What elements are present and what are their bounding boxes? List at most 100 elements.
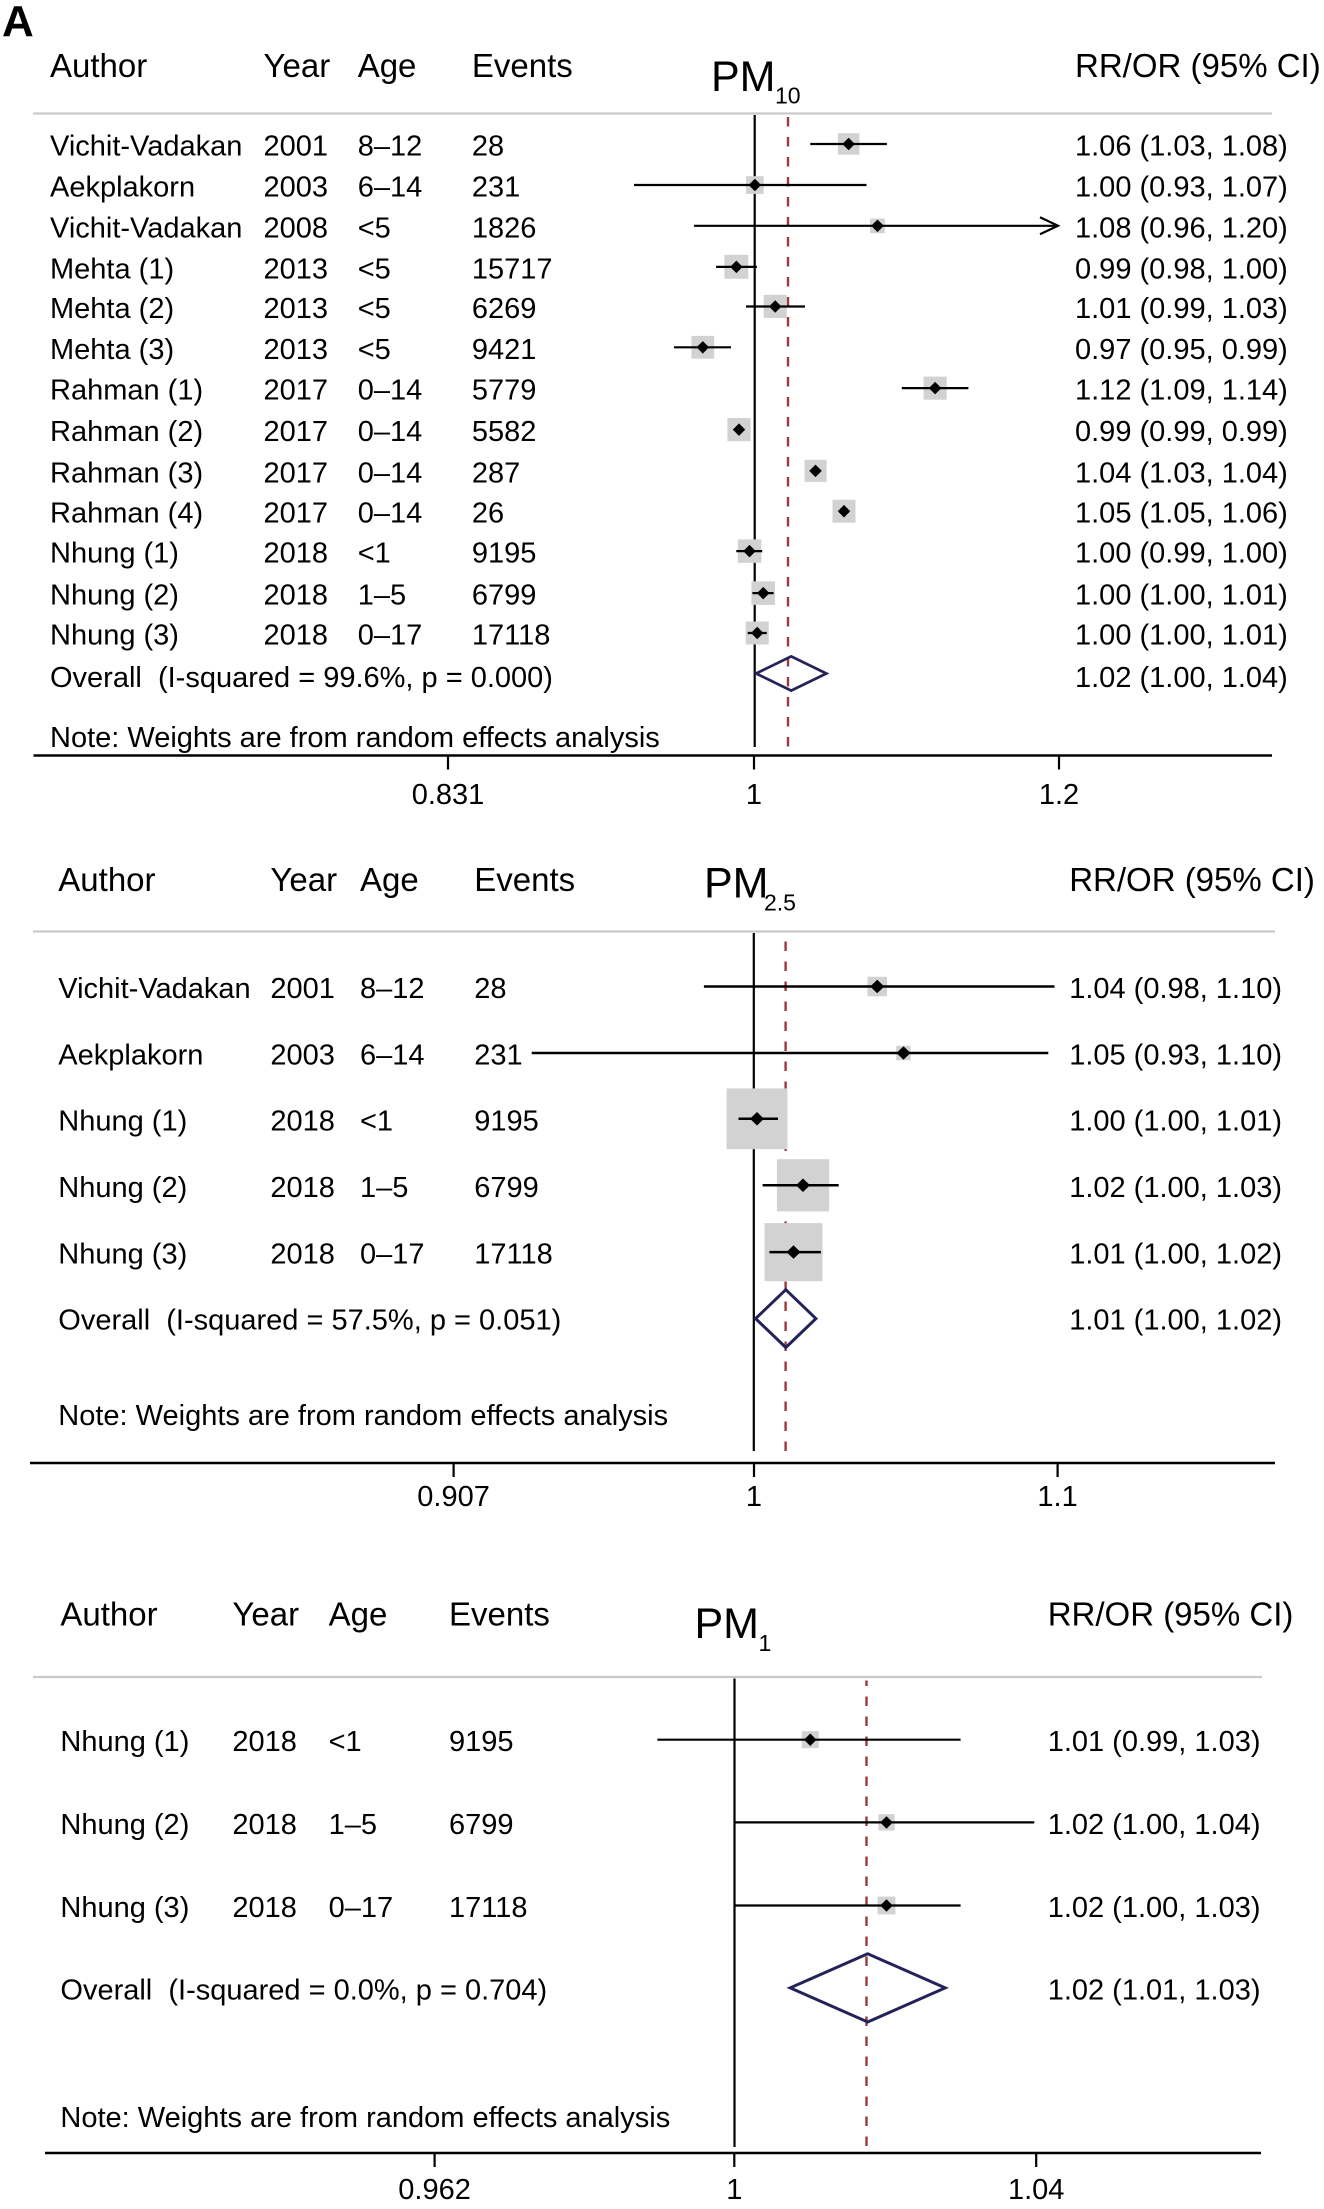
svg-text:<1: <1 xyxy=(360,1105,393,1137)
svg-text:8–12: 8–12 xyxy=(360,973,425,1005)
svg-text:Mehta (1): Mehta (1) xyxy=(50,253,174,285)
svg-text:<5: <5 xyxy=(358,212,391,244)
svg-text:1.05 (0.93, 1.10): 1.05 (0.93, 1.10) xyxy=(1069,1040,1282,1072)
svg-text:0.99 (0.99, 0.99): 0.99 (0.99, 0.99) xyxy=(1075,416,1288,448)
svg-text:Note: Weights are from random: Note: Weights are from random effects an… xyxy=(50,722,660,754)
svg-text:8–12: 8–12 xyxy=(358,131,423,163)
svg-text:9195: 9195 xyxy=(472,538,537,570)
svg-text:<1: <1 xyxy=(329,1726,362,1758)
svg-text:1–5: 1–5 xyxy=(329,1809,377,1841)
svg-text:Age: Age xyxy=(329,1596,388,1633)
svg-text:2003: 2003 xyxy=(270,1040,335,1072)
svg-text:1–5: 1–5 xyxy=(358,580,406,612)
svg-text:2017: 2017 xyxy=(264,498,329,530)
svg-text:0.97 (0.95, 0.99): 0.97 (0.95, 0.99) xyxy=(1075,334,1288,366)
svg-text:1.05 (1.05, 1.06): 1.05 (1.05, 1.06) xyxy=(1075,498,1288,530)
svg-text:231: 231 xyxy=(472,172,520,204)
svg-text:RR/OR (95% CI): RR/OR (95% CI) xyxy=(1075,47,1321,84)
svg-text:1.2: 1.2 xyxy=(1039,779,1079,811)
svg-text:0–17: 0–17 xyxy=(360,1239,425,1271)
svg-text:A: A xyxy=(2,0,34,46)
svg-text:287: 287 xyxy=(472,457,520,489)
svg-text:6799: 6799 xyxy=(474,1172,539,1204)
svg-text:Overall (I-squared = 0.0%, p: Overall (I-squared = 0.0%, p = 0.704) xyxy=(60,1975,547,2007)
svg-text:1–5: 1–5 xyxy=(360,1172,408,1204)
svg-text:Events: Events xyxy=(474,861,575,898)
svg-text:0–17: 0–17 xyxy=(358,620,423,652)
svg-text:0.99 (0.98, 1.00): 0.99 (0.98, 1.00) xyxy=(1075,253,1288,285)
svg-text:2018: 2018 xyxy=(232,1892,297,1924)
svg-text:Age: Age xyxy=(360,861,419,898)
svg-text:1.12 (1.09, 1.14): 1.12 (1.09, 1.14) xyxy=(1075,375,1288,407)
svg-text:Aekplakorn: Aekplakorn xyxy=(50,172,195,204)
svg-text:1.00 (0.99, 1.00): 1.00 (0.99, 1.00) xyxy=(1075,538,1288,570)
svg-text:17118: 17118 xyxy=(474,1239,553,1271)
svg-text:Nhung (2): Nhung (2) xyxy=(60,1809,189,1841)
svg-text:1.01 (0.99, 1.03): 1.01 (0.99, 1.03) xyxy=(1048,1726,1261,1758)
svg-text:1.01 (1.00, 1.02): 1.01 (1.00, 1.02) xyxy=(1069,1239,1282,1271)
svg-text:Nhung (1): Nhung (1) xyxy=(60,1726,189,1758)
svg-text:2017: 2017 xyxy=(264,457,329,489)
svg-text:1.02 (1.00, 1.04): 1.02 (1.00, 1.04) xyxy=(1048,1809,1261,1841)
svg-text:Nhung (3): Nhung (3) xyxy=(58,1239,187,1271)
svg-text:Aekplakorn: Aekplakorn xyxy=(58,1040,203,1072)
svg-text:Nhung (1): Nhung (1) xyxy=(58,1105,187,1137)
svg-text:Vichit-Vadakan: Vichit-Vadakan xyxy=(50,131,242,163)
svg-text:PM: PM xyxy=(704,859,769,907)
svg-text:RR/OR (95% CI): RR/OR (95% CI) xyxy=(1048,1596,1294,1633)
svg-text:1.02 (1.00, 1.03): 1.02 (1.00, 1.03) xyxy=(1048,1892,1261,1924)
svg-text:2017: 2017 xyxy=(264,416,329,448)
svg-text:2013: 2013 xyxy=(264,293,329,325)
svg-text:9421: 9421 xyxy=(472,334,537,366)
svg-text:Overall (I-squared = 99.6%, p: Overall (I-squared = 99.6%, p = 0.000) xyxy=(50,662,553,694)
svg-text:15717: 15717 xyxy=(472,253,553,285)
svg-text:Vichit-Vadakan: Vichit-Vadakan xyxy=(50,212,242,244)
svg-text:1.08 (0.96, 1.20): 1.08 (0.96, 1.20) xyxy=(1075,212,1288,244)
svg-text:1.02 (1.00, 1.04): 1.02 (1.00, 1.04) xyxy=(1075,662,1288,694)
svg-text:<1: <1 xyxy=(358,538,391,570)
svg-text:17118: 17118 xyxy=(472,620,551,652)
svg-text:0–17: 0–17 xyxy=(329,1892,394,1924)
svg-text:Nhung (2): Nhung (2) xyxy=(50,580,179,612)
svg-text:2013: 2013 xyxy=(264,253,329,285)
svg-text:Year: Year xyxy=(264,47,331,84)
svg-text:2018: 2018 xyxy=(232,1809,297,1841)
svg-text:Nhung (3): Nhung (3) xyxy=(50,620,179,652)
svg-text:1.01 (1.00, 1.02): 1.01 (1.00, 1.02) xyxy=(1069,1305,1282,1337)
svg-text:1: 1 xyxy=(759,1630,772,1656)
svg-text:2008: 2008 xyxy=(264,212,329,244)
svg-text:5582: 5582 xyxy=(472,416,537,448)
svg-text:1.04 (0.98, 1.10): 1.04 (0.98, 1.10) xyxy=(1069,973,1282,1005)
svg-text:Mehta (2): Mehta (2) xyxy=(50,293,174,325)
svg-text:2001: 2001 xyxy=(270,973,335,1005)
svg-text:Age: Age xyxy=(358,47,417,84)
svg-text:<5: <5 xyxy=(358,293,391,325)
svg-text:17118: 17118 xyxy=(449,1892,528,1924)
svg-text:Nhung (2): Nhung (2) xyxy=(58,1172,187,1204)
svg-text:1.06 (1.03, 1.08): 1.06 (1.03, 1.08) xyxy=(1075,131,1288,163)
svg-text:1: 1 xyxy=(746,779,762,811)
svg-text:1826: 1826 xyxy=(472,212,537,244)
svg-text:Mehta (3): Mehta (3) xyxy=(50,334,174,366)
svg-text:5779: 5779 xyxy=(472,375,537,407)
svg-text:1.01 (0.99, 1.03): 1.01 (0.99, 1.03) xyxy=(1075,293,1288,325)
svg-text:Vichit-Vadakan: Vichit-Vadakan xyxy=(58,973,250,1005)
svg-text:Nhung (3): Nhung (3) xyxy=(60,1892,189,1924)
svg-text:10: 10 xyxy=(775,83,801,109)
svg-text:Rahman (3): Rahman (3) xyxy=(50,457,203,489)
svg-text:Rahman (2): Rahman (2) xyxy=(50,416,203,448)
svg-text:6799: 6799 xyxy=(449,1809,514,1841)
svg-text:<5: <5 xyxy=(358,253,391,285)
svg-text:0–14: 0–14 xyxy=(358,416,423,448)
svg-text:1.00 (1.00, 1.01): 1.00 (1.00, 1.01) xyxy=(1075,580,1288,612)
svg-text:PM: PM xyxy=(711,53,776,101)
svg-text:0–14: 0–14 xyxy=(358,498,423,530)
svg-text:Author: Author xyxy=(50,47,147,84)
svg-text:2018: 2018 xyxy=(264,620,329,652)
svg-text:2018: 2018 xyxy=(270,1105,335,1137)
svg-text:Overall (I-squared = 57.5%, p: Overall (I-squared = 57.5%, p = 0.051) xyxy=(58,1305,561,1337)
svg-text:2018: 2018 xyxy=(270,1172,335,1204)
svg-text:1: 1 xyxy=(746,1481,762,1513)
svg-text:Events: Events xyxy=(472,47,573,84)
svg-text:0.962: 0.962 xyxy=(398,2174,471,2206)
